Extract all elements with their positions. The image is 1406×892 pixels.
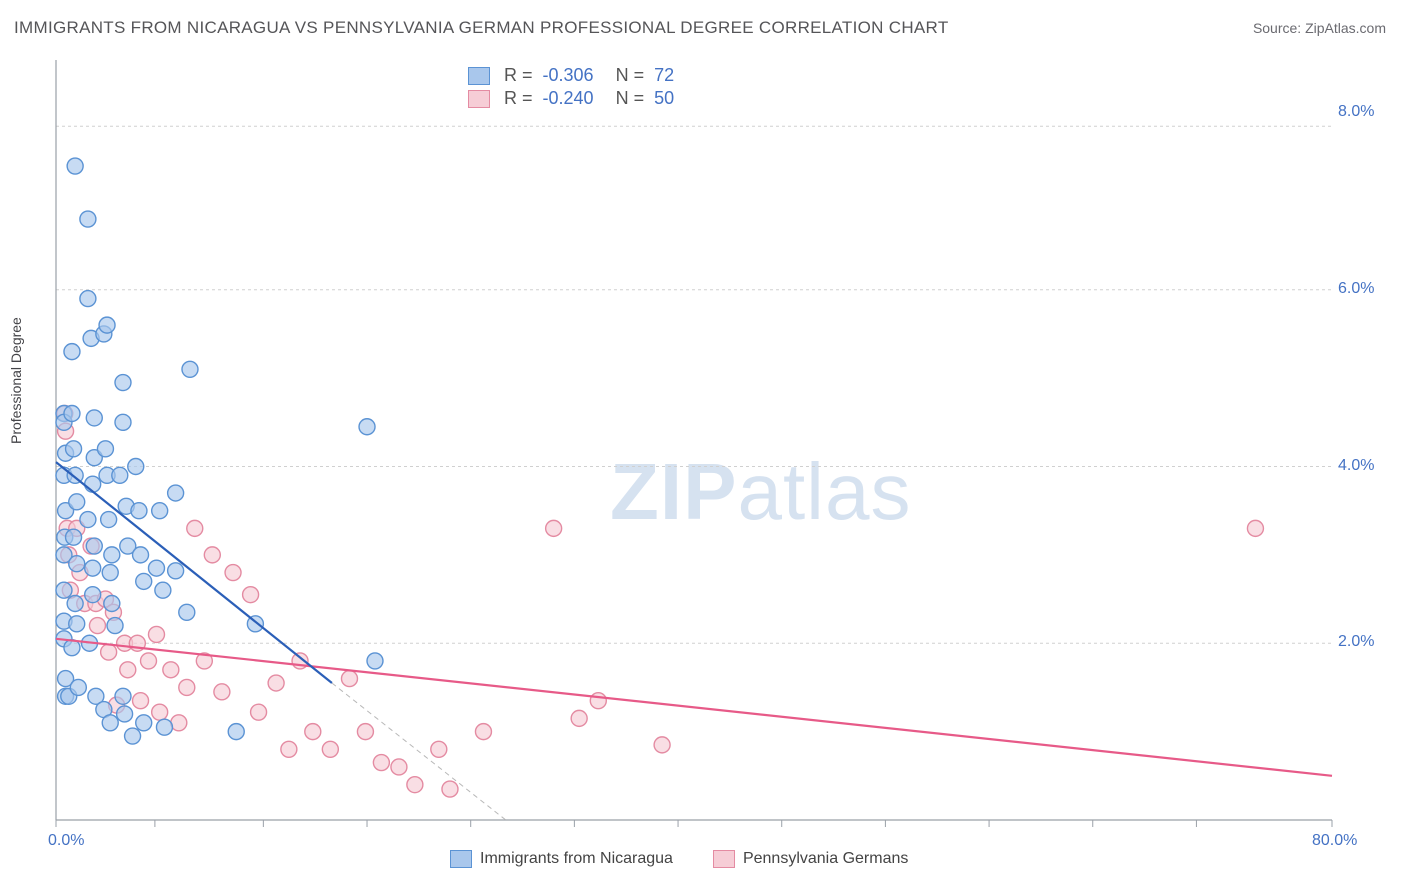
scatter-plot (50, 56, 1380, 836)
y-axis-label: Professional Degree (8, 317, 24, 444)
legend-item-b: Pennsylvania Germans (713, 850, 908, 868)
n-value-a: 72 (654, 65, 674, 86)
y-tick-label: 8.0% (1338, 103, 1374, 121)
legend-item-a: Immigrants from Nicaragua (450, 850, 673, 868)
n-value-b: 50 (654, 88, 674, 109)
chart-area: Professional Degree ZIPatlas R = -0.306 … (50, 56, 1380, 836)
header-bar: IMMIGRANTS FROM NICARAGUA VS PENNSYLVANI… (14, 18, 1386, 38)
y-tick-label: 2.0% (1338, 633, 1374, 651)
r-value-b: -0.240 (543, 88, 594, 109)
legend-row-a: R = -0.306 N = 72 (468, 65, 674, 86)
series-legend: Immigrants from Nicaragua Pennsylvania G… (450, 850, 908, 868)
swatch-a (450, 850, 472, 868)
swatch-a (468, 67, 490, 85)
swatch-b (713, 850, 735, 868)
swatch-b (468, 90, 490, 108)
y-tick-label: 4.0% (1338, 457, 1374, 475)
correlation-legend: R = -0.306 N = 72 R = -0.240 N = 50 (460, 61, 682, 115)
source-text: Source: ZipAtlas.com (1253, 20, 1386, 36)
y-tick-label: 6.0% (1338, 280, 1374, 298)
r-value-a: -0.306 (543, 65, 594, 86)
x-axis-max: 80.0% (1312, 832, 1357, 850)
legend-row-b: R = -0.240 N = 50 (468, 88, 674, 109)
chart-title: IMMIGRANTS FROM NICARAGUA VS PENNSYLVANI… (14, 18, 949, 38)
x-axis-min: 0.0% (48, 832, 84, 850)
